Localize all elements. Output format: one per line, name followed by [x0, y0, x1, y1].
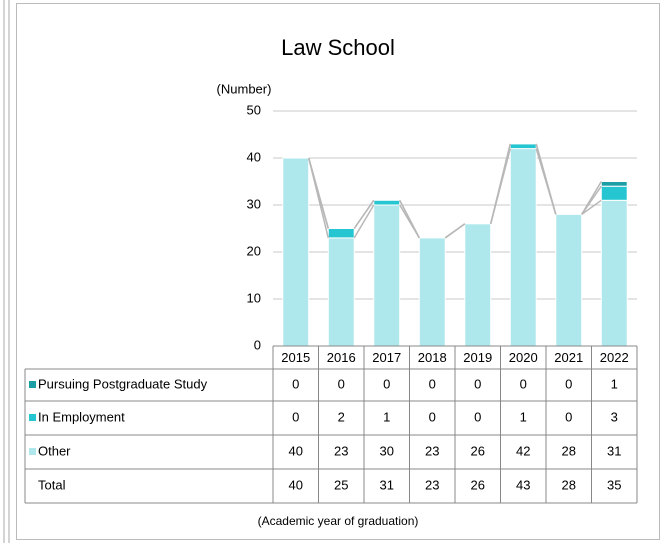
bar-segment [600, 181, 628, 187]
x-tick-label: 2016 [327, 350, 356, 365]
bar-segment [600, 185, 628, 201]
series-line [489, 143, 512, 224]
table-cell: 23 [425, 477, 439, 492]
total-label: Total [38, 477, 66, 492]
table-cell: 40 [289, 477, 303, 492]
table-cell: 1 [383, 409, 390, 424]
legend-label: Other [38, 443, 71, 458]
bar-segment [327, 237, 355, 347]
series-line [353, 199, 375, 229]
y-tick-label: 0 [254, 337, 261, 352]
table-cell: 0 [292, 376, 299, 391]
table-cell: 3 [611, 409, 618, 424]
table-cell: 28 [562, 477, 576, 492]
x-tick-label: 2017 [372, 350, 401, 365]
x-tick-label: 2019 [463, 350, 492, 365]
table-cell: 31 [380, 477, 394, 492]
table-cell: 0 [474, 409, 481, 424]
table-cell: 23 [334, 443, 348, 458]
y-tick-label: 20 [247, 243, 261, 258]
y-tick-label: 40 [247, 149, 261, 164]
series-line [444, 223, 466, 239]
legend-swatch [29, 381, 36, 388]
bar-segment [555, 213, 583, 347]
series-line [353, 204, 375, 239]
legend-label: Pursuing Postgraduate Study [38, 376, 208, 391]
table-cell: 26 [471, 443, 485, 458]
table-cell: 1 [611, 376, 618, 391]
bar-segment [509, 143, 537, 150]
table-cell: 1 [520, 409, 527, 424]
table-cell: 42 [516, 443, 530, 458]
bar-segment [282, 157, 310, 347]
table-cell: 23 [425, 443, 439, 458]
series-line [581, 199, 602, 216]
table-cell: 0 [429, 376, 436, 391]
table-cell: 0 [338, 376, 345, 391]
series-line [399, 199, 420, 239]
table-cell: 0 [565, 409, 572, 424]
x-tick-label: 2020 [509, 350, 538, 365]
table-cell: 30 [380, 443, 394, 458]
table-cell: 0 [565, 376, 572, 391]
table-cell: 35 [607, 477, 621, 492]
table-cell: 2 [338, 409, 345, 424]
y-tick-label: 30 [247, 196, 261, 211]
x-axis-title: (Academic year of graduation) [258, 514, 419, 528]
table-cell: 0 [292, 409, 299, 424]
legend-swatch [29, 414, 36, 421]
table-cell: 43 [516, 477, 530, 492]
x-tick-label: 2018 [418, 350, 447, 365]
y-tick-label: 50 [247, 102, 261, 117]
table-cell: 0 [474, 376, 481, 391]
x-tick-label: 2022 [600, 350, 629, 365]
legend-swatch [29, 448, 36, 455]
table-cell: 0 [520, 376, 527, 391]
legend-label: In Employment [38, 409, 125, 424]
table-cell: 31 [607, 443, 621, 458]
table-cell: 0 [383, 376, 390, 391]
x-tick-label: 2015 [281, 350, 310, 365]
table-cell: 26 [471, 477, 485, 492]
bar-segment [509, 148, 537, 347]
y-tick-label: 10 [247, 290, 261, 305]
table-cell: 40 [289, 443, 303, 458]
y-axis-title: (Number) [217, 81, 272, 96]
bar-segment [464, 223, 492, 347]
bar-segment [327, 228, 355, 239]
x-tick-label: 2021 [554, 350, 583, 365]
chart-frame [16, 3, 660, 540]
bar-segment [373, 199, 401, 206]
bar-segment [600, 199, 628, 347]
table-cell: 0 [429, 409, 436, 424]
table-cell: 28 [562, 443, 576, 458]
series-line [581, 181, 602, 215]
series-line [307, 157, 330, 229]
table-cell: 25 [334, 477, 348, 492]
chart-title: Law School [281, 35, 395, 60]
bar-segment [373, 204, 401, 347]
series-line [535, 143, 557, 215]
bar-segment [418, 237, 446, 347]
